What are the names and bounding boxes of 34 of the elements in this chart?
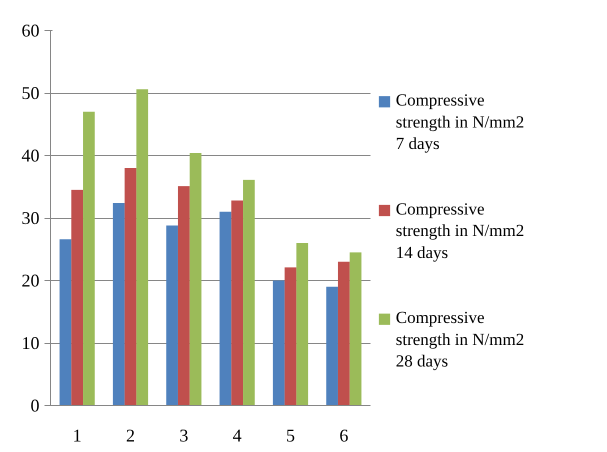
bar bbox=[178, 186, 190, 406]
y-tick-label: 10 bbox=[22, 333, 40, 353]
x-tick-label: 6 bbox=[339, 426, 348, 446]
bar bbox=[190, 153, 202, 406]
bar bbox=[326, 286, 338, 406]
bar bbox=[60, 239, 72, 406]
bar bbox=[231, 200, 244, 406]
bar bbox=[338, 262, 350, 406]
bar bbox=[83, 112, 95, 406]
bar bbox=[71, 190, 84, 406]
y-tick-label: 0 bbox=[30, 396, 40, 416]
bar bbox=[284, 267, 296, 406]
bar bbox=[136, 89, 148, 406]
y-tick-label: 60 bbox=[22, 20, 40, 40]
bar bbox=[220, 212, 232, 406]
y-tick-label: 40 bbox=[22, 146, 40, 166]
bar bbox=[272, 280, 285, 406]
bar bbox=[166, 226, 178, 406]
y-tick-label: 20 bbox=[22, 270, 40, 290]
x-tick-label: 4 bbox=[232, 426, 242, 446]
bar bbox=[124, 168, 136, 406]
x-tick-label: 1 bbox=[72, 426, 82, 446]
bar bbox=[112, 203, 125, 406]
y-tick-label: 30 bbox=[22, 208, 40, 228]
x-tick-label: 3 bbox=[179, 426, 188, 446]
y-tick-label: 50 bbox=[22, 83, 40, 103]
bar bbox=[350, 252, 362, 406]
legend-label: Compressive strength in N/mm2 7 days bbox=[396, 90, 524, 154]
x-tick-label: 2 bbox=[126, 426, 135, 446]
bar bbox=[243, 180, 255, 406]
legend-label: Compressive strength in N/mm2 14 days bbox=[396, 199, 524, 262]
x-tick-label: 5 bbox=[286, 426, 295, 446]
bar bbox=[296, 243, 308, 406]
legend-label: Compressive strength in N/mm2 28 days bbox=[396, 308, 524, 371]
